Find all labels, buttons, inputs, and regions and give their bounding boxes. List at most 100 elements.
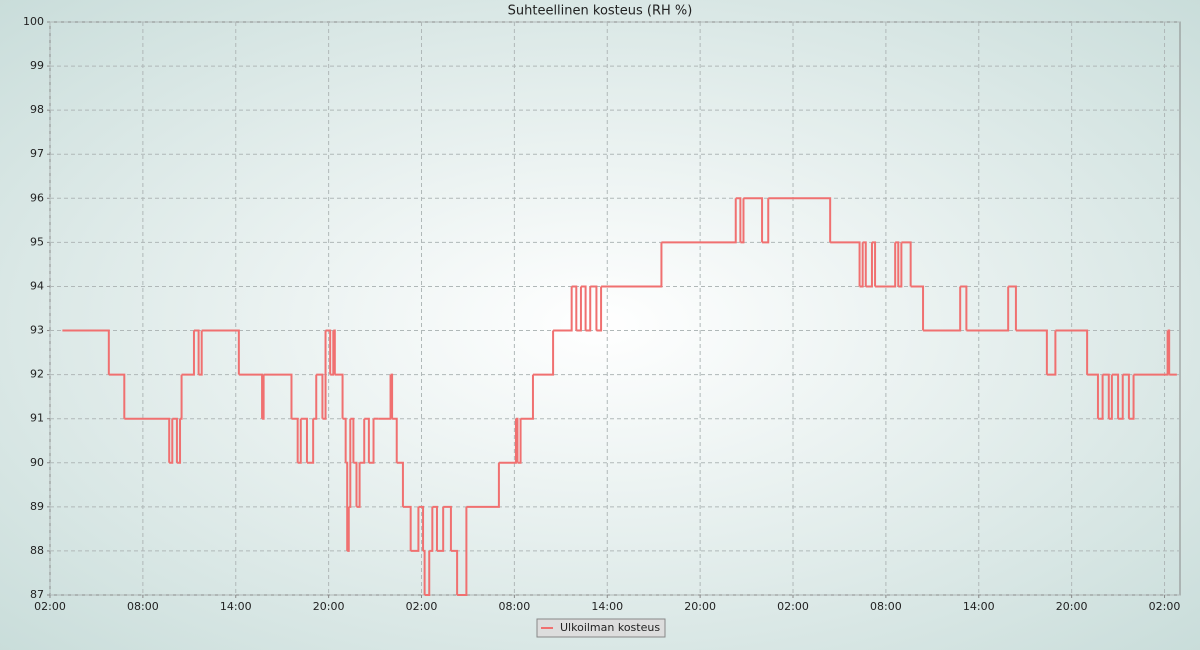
line-segment <box>1097 374 1104 420</box>
line-segment <box>306 418 315 464</box>
x-tick-label: 08:00 <box>499 600 531 613</box>
legend: Ulkoilman kosteus <box>536 618 666 638</box>
line-segment <box>865 242 873 288</box>
line-segment <box>1087 373 1099 419</box>
y-tick-label: 90 <box>30 456 44 469</box>
line-segment <box>596 286 603 332</box>
y-tick-label: 96 <box>30 191 44 204</box>
x-tick-label: 14:00 <box>591 600 623 613</box>
line-segment <box>180 374 183 420</box>
line-segment <box>590 285 598 331</box>
y-tick-label: 94 <box>30 279 44 292</box>
line-segment <box>735 197 742 243</box>
y-tick-label: 97 <box>30 147 44 160</box>
line-segment <box>201 329 240 375</box>
line-segment <box>356 462 361 508</box>
line-segment <box>895 241 900 287</box>
line-segment <box>960 285 968 331</box>
line-segment <box>316 373 324 419</box>
line-segment <box>1111 373 1120 419</box>
x-tick-label: 20:00 <box>684 600 716 613</box>
line-segment <box>169 418 174 464</box>
line-segment <box>1122 373 1130 419</box>
line-segment <box>585 286 592 332</box>
line-segment <box>353 461 358 507</box>
line-segment <box>1055 329 1089 375</box>
line-segment <box>330 330 335 376</box>
line-segment <box>450 549 459 595</box>
line-segment <box>392 417 398 463</box>
line-segment <box>322 330 327 420</box>
line-segment <box>768 197 832 243</box>
line-segment <box>364 417 370 463</box>
line-segment <box>262 374 265 420</box>
line-segment <box>520 374 534 420</box>
line-segment <box>1128 374 1135 420</box>
line-segment <box>862 241 867 287</box>
line-segment <box>396 461 404 507</box>
line-segment <box>859 242 864 288</box>
line-segment <box>390 373 394 419</box>
line-segment <box>62 329 110 375</box>
line-segment <box>966 286 1010 332</box>
line-segment <box>743 197 764 243</box>
x-tick-label: 02:00 <box>406 600 438 613</box>
x-tick-label: 02:00 <box>34 600 66 613</box>
line-segment <box>342 417 347 463</box>
line-segment <box>498 418 517 464</box>
line-segment <box>1108 374 1113 420</box>
x-tick-label: 20:00 <box>1056 600 1088 613</box>
line-segment <box>350 417 355 463</box>
line-segment <box>740 198 745 244</box>
line-segment <box>553 286 573 332</box>
line-segment <box>871 241 877 287</box>
line-segment <box>1015 329 1048 375</box>
line-segment <box>532 330 555 376</box>
line-segment <box>345 461 349 551</box>
line-segment <box>898 242 903 288</box>
line-segment <box>402 505 412 551</box>
line-segment <box>762 198 770 244</box>
line-segment <box>443 505 452 551</box>
line-segment <box>1118 374 1124 420</box>
line-segment <box>238 373 264 419</box>
line-segment <box>923 286 962 332</box>
line-segment <box>176 418 182 464</box>
chart-title: Suhteellinen kosteus (RH %) <box>508 4 693 19</box>
line-segment <box>661 198 737 244</box>
line-segment <box>193 329 200 375</box>
x-tick-label: 08:00 <box>127 600 159 613</box>
line-segment <box>263 373 293 419</box>
line-segment <box>901 241 912 287</box>
line-segment <box>423 549 426 595</box>
line-segment <box>515 417 519 463</box>
y-tick-label: 92 <box>30 368 44 381</box>
line-segment <box>910 285 925 331</box>
line-segment <box>429 506 434 552</box>
y-tick-label: 99 <box>30 59 44 72</box>
y-tick-label: 89 <box>30 500 44 513</box>
line-segment <box>297 418 302 464</box>
line-segment <box>348 418 352 508</box>
plot-frame <box>49 21 1181 596</box>
line-segment <box>108 373 126 419</box>
legend-label: Ulkoilman kosteus <box>560 621 660 634</box>
y-tick-label: 88 <box>30 544 44 557</box>
line-segment <box>334 373 344 419</box>
line-segment <box>576 286 582 332</box>
line-segment <box>378 374 392 420</box>
line-segment <box>875 242 897 288</box>
line-segment <box>457 506 468 596</box>
line-segment <box>466 462 500 508</box>
line-segment <box>181 330 195 376</box>
x-tick-label: 02:00 <box>777 600 809 613</box>
line-segment <box>347 506 350 552</box>
x-tick-label: 14:00 <box>963 600 995 613</box>
y-tick-label: 95 <box>30 235 44 248</box>
line-segment <box>418 505 425 551</box>
line-segment <box>300 417 308 463</box>
y-tick-label: 87 <box>30 588 44 601</box>
line-segment <box>571 285 578 331</box>
line-segment <box>424 550 431 596</box>
